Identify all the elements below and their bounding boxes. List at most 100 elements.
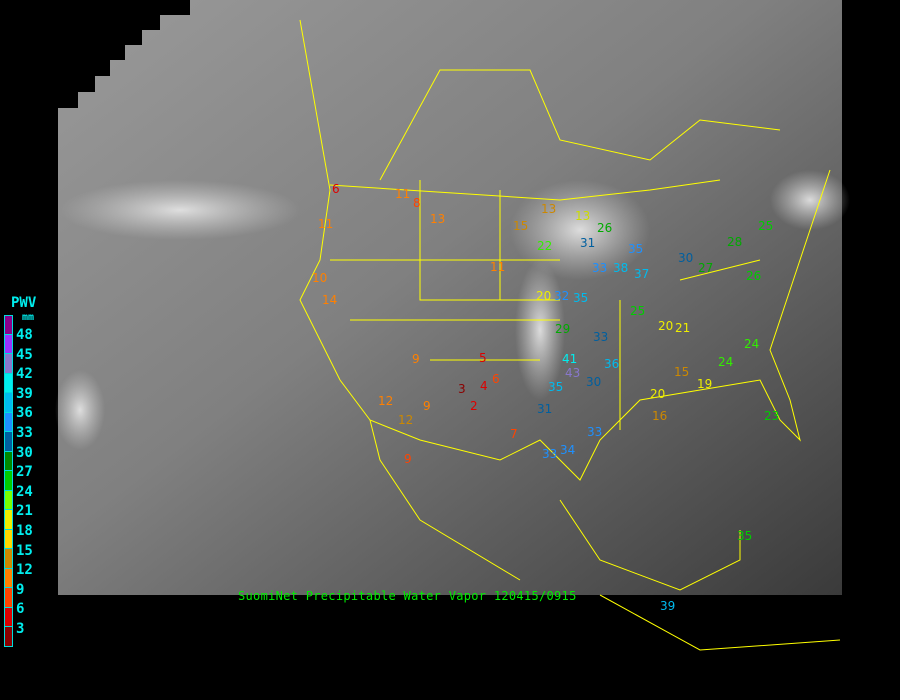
station-value: 33 [592,261,608,275]
legend-swatch [4,354,13,374]
station-value: 15 [674,365,690,379]
station-value: 33 [587,425,603,439]
station-value: 20 [650,387,666,401]
legend-label: 6 [16,601,25,618]
legend-swatch [4,568,13,588]
legend-swatch [4,373,13,393]
legend-label: 30 [16,444,33,461]
station-value: 14 [322,293,338,307]
station-value: 11 [395,187,411,201]
station-value: 9 [404,452,412,466]
legend-swatch [4,393,13,413]
legend-swatch [4,334,13,354]
station-value: 31 [580,236,596,250]
station-value: 19 [697,377,713,391]
legend-swatch [4,607,13,627]
boundary-lines [299,19,841,651]
station-value: 23 [764,409,780,423]
station-value: 41 [562,352,578,366]
station-value: 25 [758,219,774,233]
legend-label: 9 [16,581,25,598]
station-value: 9 [423,399,431,413]
station-value: 31 [537,402,553,416]
station-value: 30 [586,375,602,389]
color-legend [4,315,13,647]
legend-swatch [4,432,13,452]
station-value: 13 [541,202,557,216]
station-value: 33 [542,447,558,461]
legend-label: 27 [16,464,33,481]
legend-swatch [4,549,13,569]
legend-swatch [4,627,13,647]
station-value: 5 [479,351,487,365]
station-value: 27 [698,261,714,275]
station-value: 37 [634,267,650,281]
station-value: 2 [470,399,478,413]
station-value: 33 [593,330,609,344]
station-value: 6 [492,372,500,386]
station-value: 21 [675,321,691,335]
station-value: 43 [565,366,581,380]
station-value: 11 [318,217,334,231]
station-value: 6 [332,182,340,196]
legend-label: 48 [16,327,33,343]
legend-unit: mm [22,312,35,323]
legend-title: PWV [11,295,37,311]
map-title: SuomiNet Precipitable Water Vapor 120415… [238,589,577,603]
station-value: 7 [510,427,518,441]
station-value: 20 [658,319,674,333]
legend-label: 21 [16,503,33,520]
station-value: 35 [548,380,564,394]
legend-label: 12 [16,562,33,579]
station-value: 13 [575,209,591,223]
legend-swatch [4,315,13,335]
station-value: 3 [458,382,466,396]
legend-swatch [4,451,13,471]
station-value: 35 [573,291,589,305]
station-value: 24 [718,355,734,369]
legend-label: 24 [16,483,33,500]
station-value: 28 [727,235,743,249]
station-value: 4 [480,379,488,393]
station-value: 12 [398,413,414,427]
station-value: 16 [652,409,668,423]
station-value: 20 [536,289,552,303]
station-value: 15 [513,219,529,233]
station-value: 12 [378,394,394,408]
legend-swatch [4,588,13,608]
station-value: 26 [597,221,613,235]
station-value: 11 [490,260,506,274]
station-value: 30 [678,251,694,265]
station-value: 38 [613,261,629,275]
legend-swatch [4,490,13,510]
legend-label: 18 [16,523,33,539]
station-value: 10 [312,271,328,285]
station-value: 34 [560,443,576,457]
legend-swatch [4,412,13,432]
legend-swatch [4,510,13,530]
station-value: 29 [555,322,571,336]
legend-label: 42 [16,366,33,383]
station-value: 13 [430,212,446,226]
station-value: 8 [413,196,421,210]
station-value: 26 [746,269,762,283]
station-value: 36 [604,357,620,371]
station-value: 35 [737,529,753,543]
legend-swatch [4,471,13,491]
legend-label: 36 [16,405,33,422]
station-value: 9 [412,352,420,366]
station-value: 25 [630,304,646,318]
legend-swatch [4,529,13,549]
legend-label: 3 [16,621,25,637]
legend-label: 45 [16,346,33,363]
station-value: 24 [744,337,760,351]
station-value: 35 [628,242,644,256]
station-value: 32 [554,289,570,303]
legend-label: 33 [16,425,33,441]
station-value: 39 [660,599,676,613]
legend-label: 39 [16,385,33,402]
station-value: 22 [537,239,553,253]
legend-label: 15 [16,542,33,559]
